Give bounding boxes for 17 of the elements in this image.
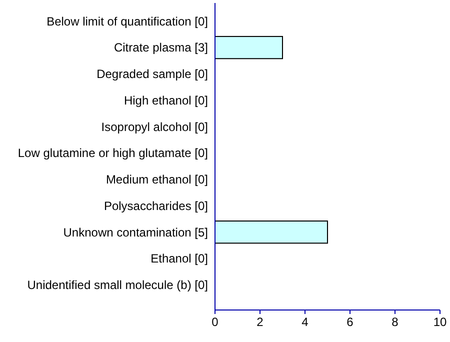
y-tick-label: Ethanol [0] <box>150 252 208 266</box>
x-tick-label: 8 <box>392 315 399 329</box>
y-tick-label: Unidentified small molecule (b) [0] <box>27 278 208 292</box>
y-tick-label: Polysaccharides [0] <box>104 198 208 213</box>
x-tick-label: 0 <box>212 315 219 329</box>
y-tick-label: High ethanol [0] <box>124 93 208 108</box>
y-tick-label: Degraded sample [0] <box>96 67 208 82</box>
x-tick-label: 2 <box>256 315 264 329</box>
y-tick-label: Below limit of quantification [0] <box>46 14 208 28</box>
x-tick-label: 4 <box>302 315 309 329</box>
y-tick-label: Isopropyl alcohol [0] <box>101 120 208 134</box>
x-tick-label: 6 <box>346 315 354 329</box>
y-tick-label: Unknown contamination [5] <box>63 225 208 240</box>
y-tick-label: Medium ethanol [0] <box>106 172 208 187</box>
y-tick-label: Citrate plasma [3] <box>114 40 208 55</box>
x-tick-label: 10 <box>433 315 447 329</box>
y-tick-label: Low glutamine or high glutamate [0] <box>18 146 208 160</box>
